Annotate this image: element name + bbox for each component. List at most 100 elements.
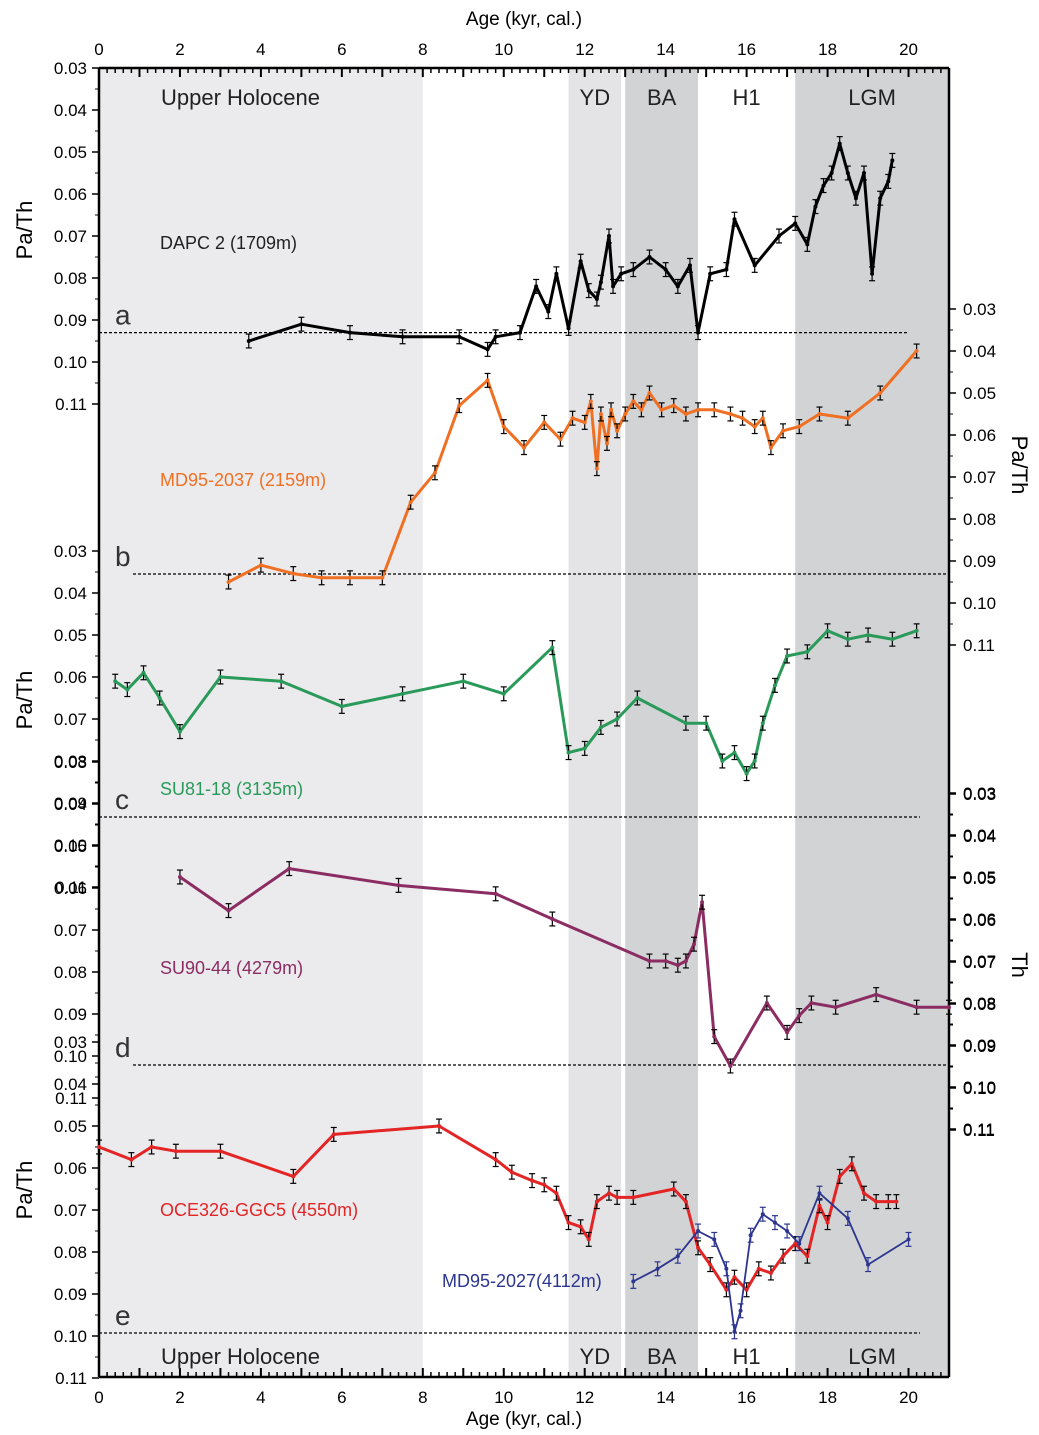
data-point bbox=[727, 1058, 734, 1074]
data-point bbox=[869, 266, 876, 282]
data-point bbox=[290, 1168, 297, 1184]
y-tick-label-c: 0.07 bbox=[54, 710, 87, 729]
data-point bbox=[719, 753, 726, 769]
y-tick-label-d: 0.07 bbox=[963, 952, 996, 971]
data-point bbox=[711, 1231, 718, 1247]
data-point bbox=[861, 1185, 867, 1201]
data-point bbox=[946, 999, 952, 1015]
data-point bbox=[379, 570, 386, 586]
x-tick-label-bottom: 20 bbox=[899, 1388, 918, 1407]
x-axis-title-bottom: Age (kyr, cal.) bbox=[466, 1409, 582, 1430]
y-tick-label-a: 0.09 bbox=[54, 311, 87, 330]
data-point bbox=[751, 419, 758, 435]
data-point bbox=[893, 1194, 900, 1210]
data-point bbox=[865, 627, 872, 643]
y-tick-label-e-right: 0.03 bbox=[963, 785, 996, 804]
data-point bbox=[176, 869, 183, 885]
data-point bbox=[608, 402, 615, 418]
y-tick-label-a: 0.07 bbox=[54, 227, 87, 246]
data-point bbox=[759, 715, 766, 731]
y-tick-label-e: 0.08 bbox=[54, 1243, 87, 1262]
y-tick-label-b: 0.07 bbox=[963, 468, 996, 487]
data-point bbox=[824, 623, 831, 639]
data-point bbox=[549, 640, 556, 656]
data-point bbox=[796, 419, 803, 435]
data-point bbox=[695, 402, 702, 418]
data-point bbox=[603, 435, 610, 451]
data-point bbox=[585, 1231, 592, 1247]
y-tick-label-a: 0.08 bbox=[54, 269, 87, 288]
data-point bbox=[577, 253, 584, 269]
data-point bbox=[844, 1210, 851, 1226]
y-tick-label-d: 0.04 bbox=[963, 826, 996, 845]
data-point bbox=[565, 320, 572, 336]
data-point bbox=[824, 1215, 831, 1231]
series-e-4 bbox=[96, 1118, 900, 1298]
data-point bbox=[654, 1261, 661, 1277]
interval-label-0-1: Upper Holocene bbox=[161, 1344, 320, 1369]
data-point bbox=[784, 648, 791, 664]
data-point bbox=[646, 385, 653, 401]
data-point bbox=[905, 1231, 912, 1247]
data-point bbox=[691, 936, 697, 952]
data-point bbox=[731, 1269, 738, 1285]
data-point bbox=[492, 886, 499, 902]
data-point bbox=[767, 1265, 774, 1281]
data-point bbox=[630, 393, 637, 409]
data-point bbox=[549, 911, 556, 927]
data-point bbox=[553, 1185, 560, 1201]
data-point bbox=[913, 999, 920, 1015]
data-point bbox=[727, 406, 734, 422]
x-tick-label-bottom: 16 bbox=[737, 1388, 756, 1407]
data-point bbox=[245, 333, 252, 349]
data-point bbox=[682, 953, 689, 969]
x-axis-bottom: 0 2 4 6 8 10 12 14 16 18 20 Age (kyr, cal.) bbox=[94, 1368, 950, 1430]
y-tick-label-d-left: 0.11 bbox=[55, 1089, 87, 1108]
data-point bbox=[338, 698, 345, 714]
data-point bbox=[577, 1219, 584, 1235]
data-point bbox=[565, 1215, 572, 1231]
series-b-1 bbox=[225, 343, 920, 590]
interval-label-1-1: YD bbox=[580, 1344, 611, 1369]
data-point bbox=[771, 677, 778, 693]
data-point bbox=[804, 1248, 811, 1264]
data-point bbox=[731, 1324, 738, 1340]
x-tick-label-bottom: 18 bbox=[818, 1388, 837, 1407]
data-point bbox=[96, 1139, 102, 1155]
data-point bbox=[646, 249, 653, 265]
plot-frame bbox=[97, 68, 951, 1377]
series-e-5 bbox=[630, 1185, 912, 1340]
data-point bbox=[346, 570, 353, 586]
x-tick-label-bottom: 12 bbox=[575, 1388, 594, 1407]
series-label-e1: MD95-2027(4112m) bbox=[442, 1271, 602, 1291]
series-label-a: DAPC 2 (1709m) bbox=[160, 233, 297, 253]
series-line bbox=[114, 629, 918, 776]
y-tick-label-d: 0.10 bbox=[963, 1078, 996, 1097]
interval-label-4-0: LGM bbox=[848, 85, 896, 110]
series-line bbox=[227, 350, 918, 584]
x-tick-label-top: 10 bbox=[494, 40, 513, 59]
series-line bbox=[179, 867, 949, 1068]
data-point bbox=[682, 1194, 689, 1210]
panel-letter-d: d bbox=[115, 1032, 131, 1063]
data-point bbox=[606, 1185, 612, 1201]
data-point bbox=[682, 406, 689, 422]
data-point bbox=[581, 414, 588, 430]
data-point bbox=[763, 995, 770, 1011]
x-tick-label-top: 14 bbox=[656, 40, 675, 59]
data-point bbox=[832, 999, 839, 1015]
data-point bbox=[658, 402, 665, 418]
data-point bbox=[885, 1194, 892, 1210]
y-tick-label-c: 0.08 bbox=[54, 752, 87, 771]
data-point bbox=[436, 1118, 442, 1134]
data-point bbox=[731, 745, 738, 761]
data-point bbox=[820, 178, 827, 194]
data-point bbox=[695, 325, 702, 341]
data-point bbox=[776, 228, 782, 244]
y-tick-label-e-right: 0.08 bbox=[963, 995, 996, 1014]
x-tick-label-top: 20 bbox=[899, 40, 918, 59]
data-point bbox=[610, 278, 617, 294]
y-tick-label-e-right: 0.04 bbox=[963, 827, 996, 846]
data-point bbox=[852, 190, 859, 206]
data-point bbox=[889, 631, 896, 647]
